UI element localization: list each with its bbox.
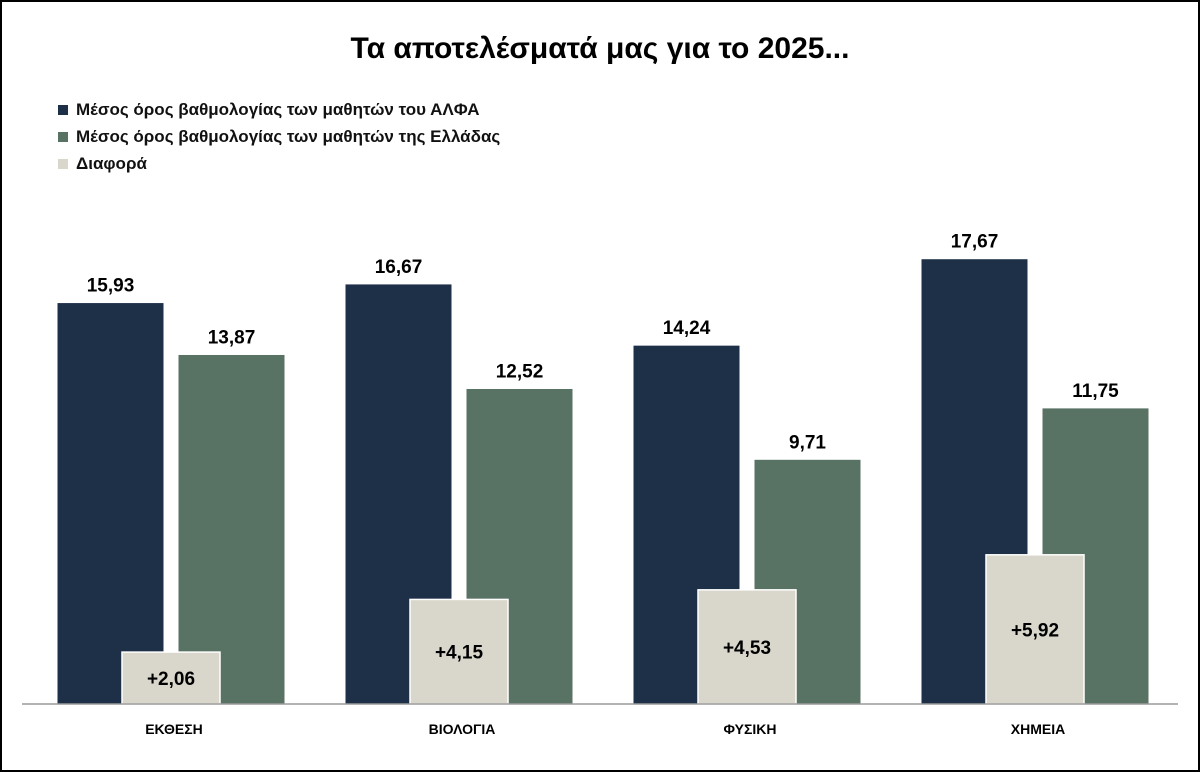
legend-item-difference: Διαφορά <box>58 150 500 177</box>
value-label-alfa-cat-3: 17,67 <box>951 232 999 253</box>
value-label-greece-cat-3: 11,75 <box>1072 381 1119 402</box>
value-label-alfa-cat-0: 15,93 <box>87 276 135 297</box>
category-label-cat-1: ΒΙΟΛΟΓΙΑ <box>429 721 496 737</box>
bar-alfa-cat-0 <box>56 302 165 705</box>
value-label-greece-cat-0: 13,87 <box>208 327 256 348</box>
category-label-cat-3: ΧΗΜΕΙΑ <box>1011 721 1065 737</box>
value-label-difference-cat-2: +4,53 <box>723 638 771 659</box>
legend-item-alfa: Μέσος όρος βαθμολογίας των μαθητών του Α… <box>58 96 500 123</box>
value-label-alfa-cat-2: 14,24 <box>663 318 711 339</box>
category-label-cat-2: ΦΥΣΙΚΗ <box>724 721 777 737</box>
value-label-greece-cat-2: 9,71 <box>789 432 826 453</box>
value-label-difference-cat-0: +2,06 <box>147 669 195 690</box>
value-label-greece-cat-1: 12,52 <box>496 361 544 382</box>
bar-difference-cat-2 <box>697 589 797 705</box>
legend-label-alfa: Μέσος όρος βαθμολογίας των μαθητών του Α… <box>76 99 480 119</box>
legend: Μέσος όρος βαθμολογίας των μαθητών του Α… <box>58 96 500 177</box>
legend-swatch-alfa <box>58 104 68 115</box>
chart-title: Τα αποτελέσματά μας για το 2025... <box>350 32 850 65</box>
legend-swatch-difference <box>58 158 68 169</box>
bar-greece-cat-0 <box>177 353 286 705</box>
legend-label-difference: Διαφορά <box>76 153 147 173</box>
legend-label-greece: Μέσος όρος βαθμολογίας των μαθητών της Ε… <box>76 126 501 146</box>
legend-swatch-greece <box>58 131 68 142</box>
category-label-cat-0: ΕΚΘΕΣΗ <box>145 721 203 737</box>
bar-difference-cat-3 <box>985 554 1085 705</box>
legend-item-greece: Μέσος όρος βαθμολογίας των μαθητών της Ε… <box>58 123 500 150</box>
value-label-alfa-cat-1: 16,67 <box>375 257 423 278</box>
value-label-difference-cat-1: +4,15 <box>435 643 484 664</box>
value-label-difference-cat-3: +5,92 <box>1011 620 1059 641</box>
